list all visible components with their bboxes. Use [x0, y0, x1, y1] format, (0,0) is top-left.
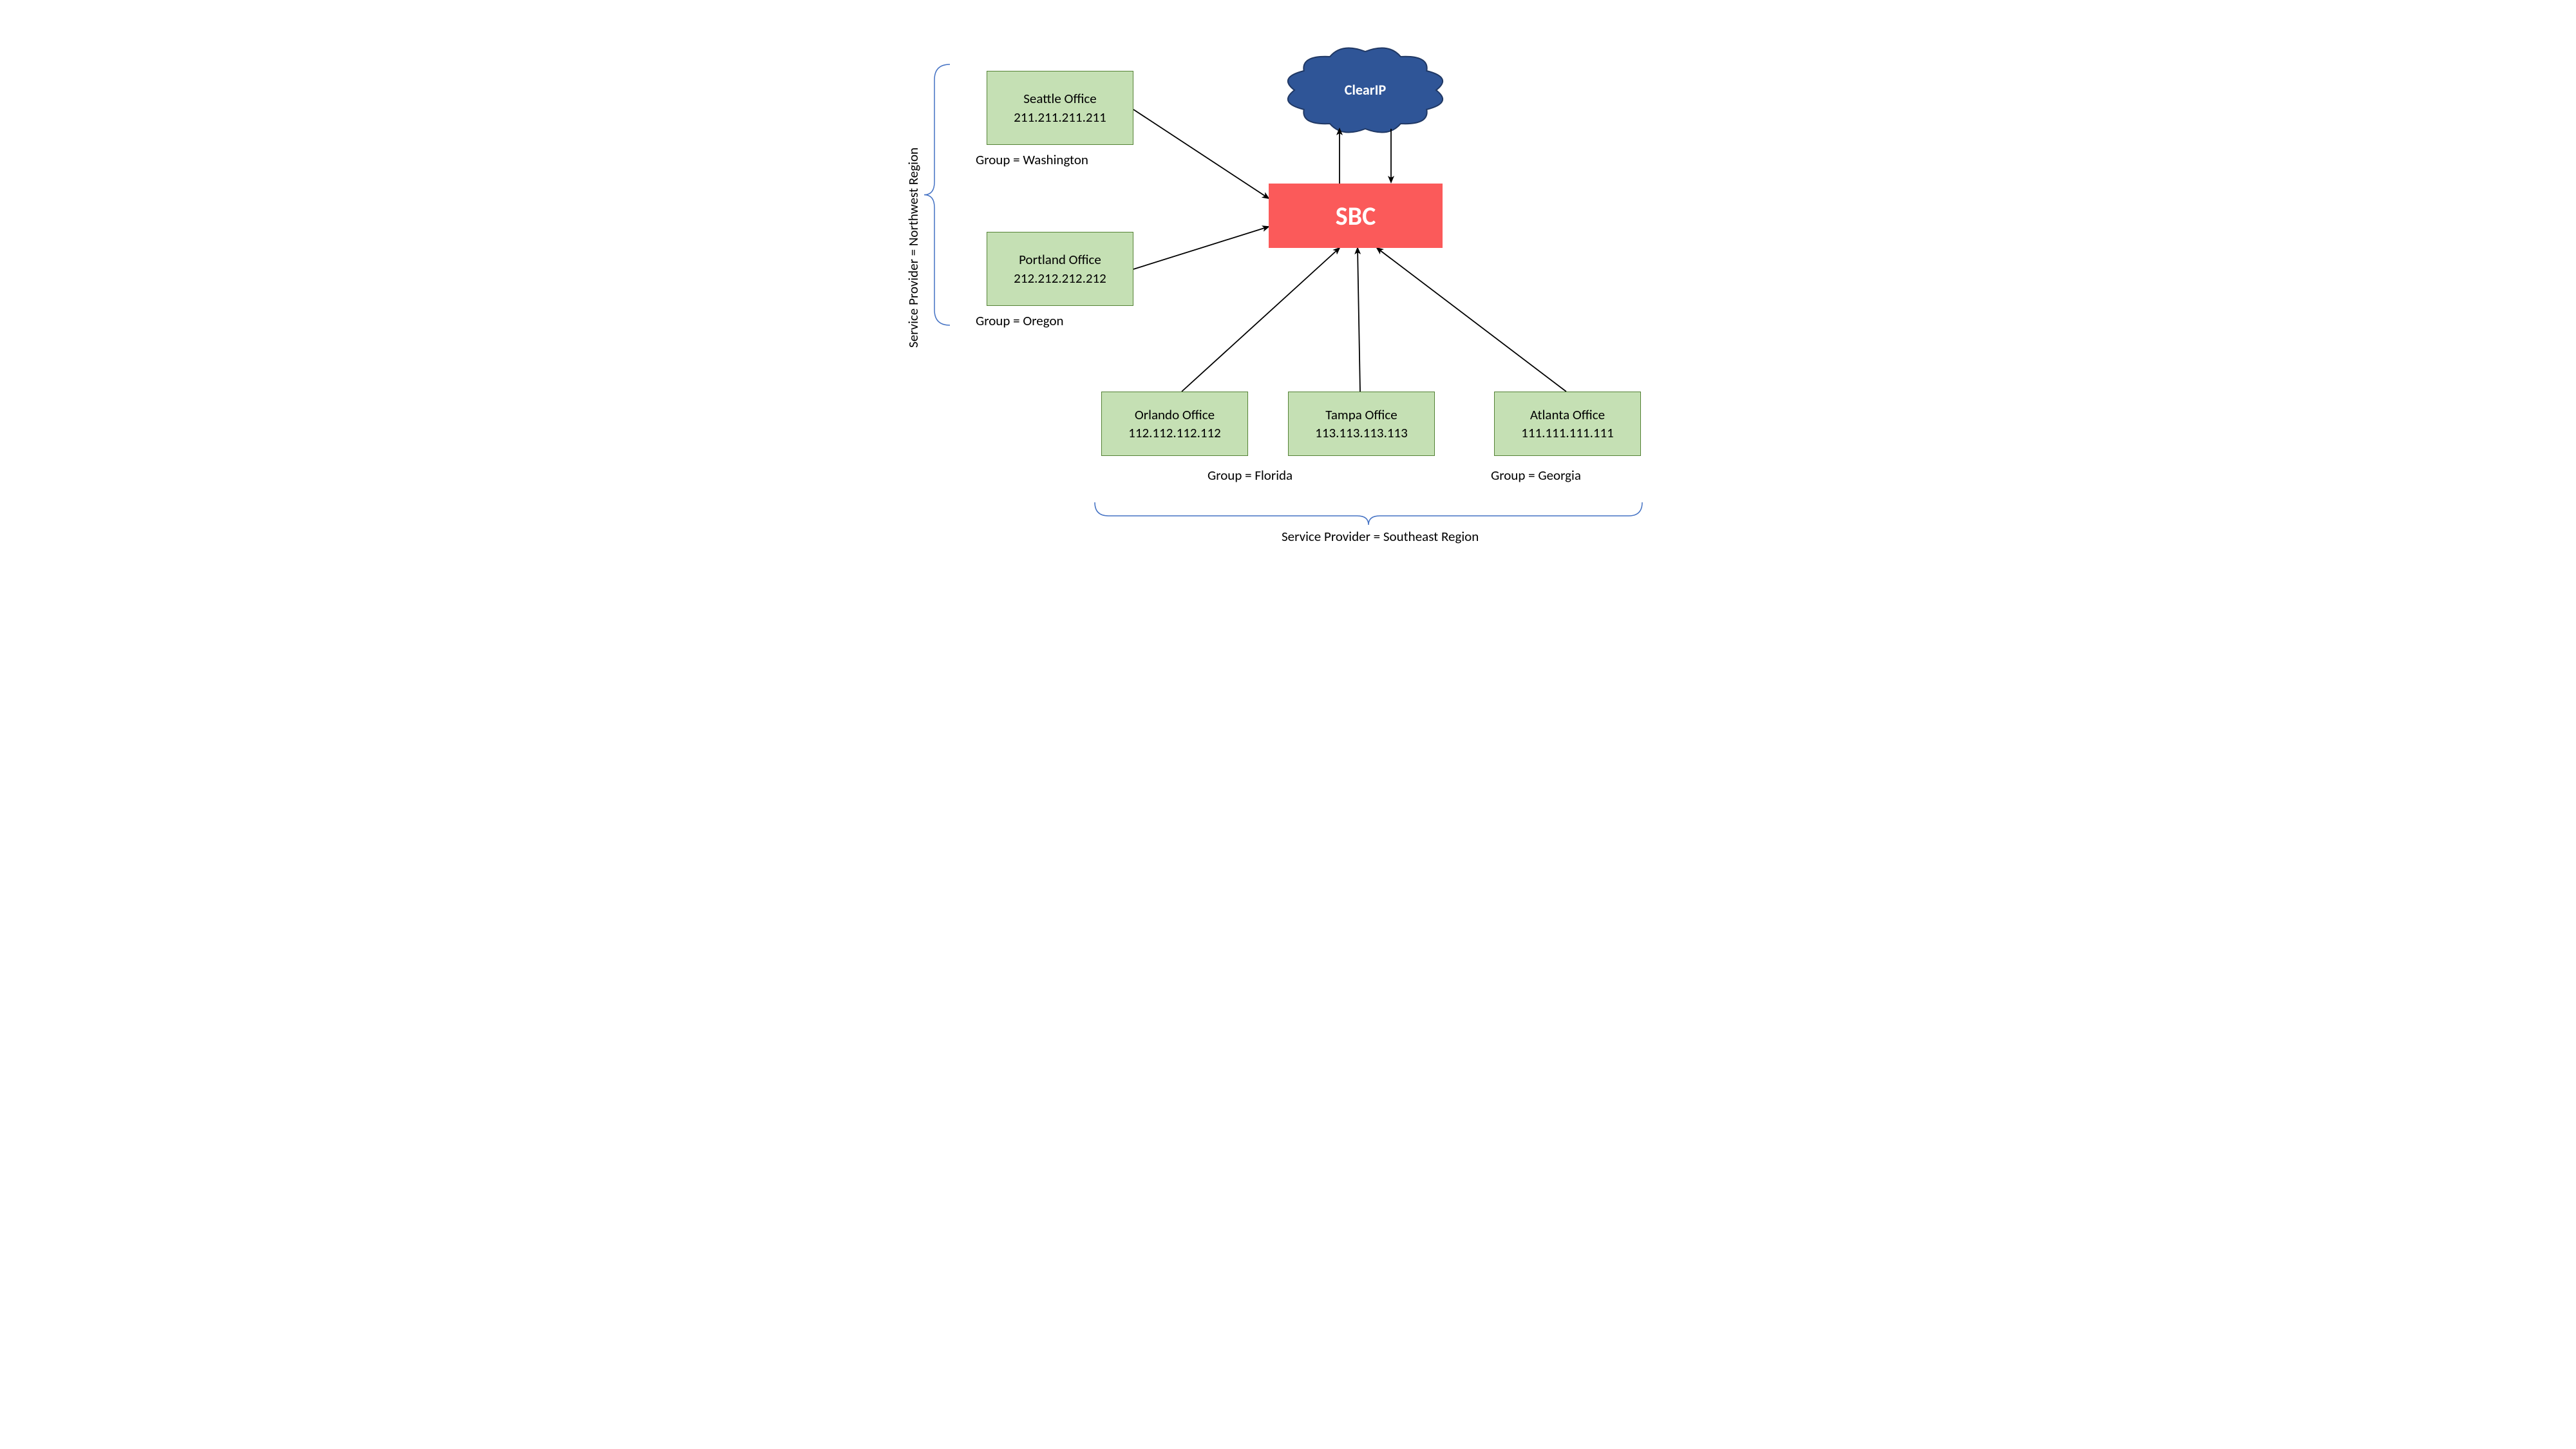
svg-layer [818, 0, 1758, 580]
arrow-atlanta [1377, 248, 1566, 392]
arrow-tampa [1358, 248, 1360, 392]
group-label-georgia: Group = Georgia [1491, 467, 1581, 484]
sbc-node: SBC [1269, 184, 1443, 248]
office-seattle: Seattle Office 211.211.211.211 [987, 71, 1133, 145]
provider-label-northwest: Service Provider = Northwest Region [905, 147, 922, 348]
office-ip: 113.113.113.113 [1315, 424, 1408, 442]
provider-label-southeast: Service Provider = Southeast Region [1282, 528, 1479, 545]
arrow-orlando [1182, 248, 1340, 392]
office-name: Orlando Office [1135, 406, 1215, 424]
office-name: Seattle Office [1023, 90, 1097, 108]
office-name: Portland Office [1019, 251, 1101, 269]
office-tampa: Tampa Office 113.113.113.113 [1288, 392, 1435, 456]
brace-northwest [924, 64, 950, 325]
sbc-label: SBC [1336, 200, 1376, 232]
office-name: Atlanta Office [1530, 406, 1605, 424]
office-ip: 112.112.112.112 [1128, 424, 1221, 442]
brace-southeast [1095, 502, 1642, 525]
office-atlanta: Atlanta Office 111.111.111.111 [1494, 392, 1641, 456]
arrow-seattle [1133, 109, 1269, 198]
office-orlando: Orlando Office 112.112.112.112 [1101, 392, 1248, 456]
group-label-oregon: Group = Oregon [976, 312, 1064, 329]
office-ip: 211.211.211.211 [1014, 108, 1106, 126]
office-name: Tampa Office [1325, 406, 1397, 424]
cloud-label: ClearIP [1327, 81, 1404, 99]
arrow-portland [1133, 227, 1269, 269]
group-label-washington: Group = Washington [976, 151, 1088, 168]
diagram-canvas: Seattle Office 211.211.211.211 Portland … [818, 0, 1758, 580]
office-portland: Portland Office 212.212.212.212 [987, 232, 1133, 306]
group-label-florida: Group = Florida [1208, 467, 1293, 484]
office-ip: 111.111.111.111 [1521, 424, 1614, 442]
office-ip: 212.212.212.212 [1014, 269, 1106, 287]
